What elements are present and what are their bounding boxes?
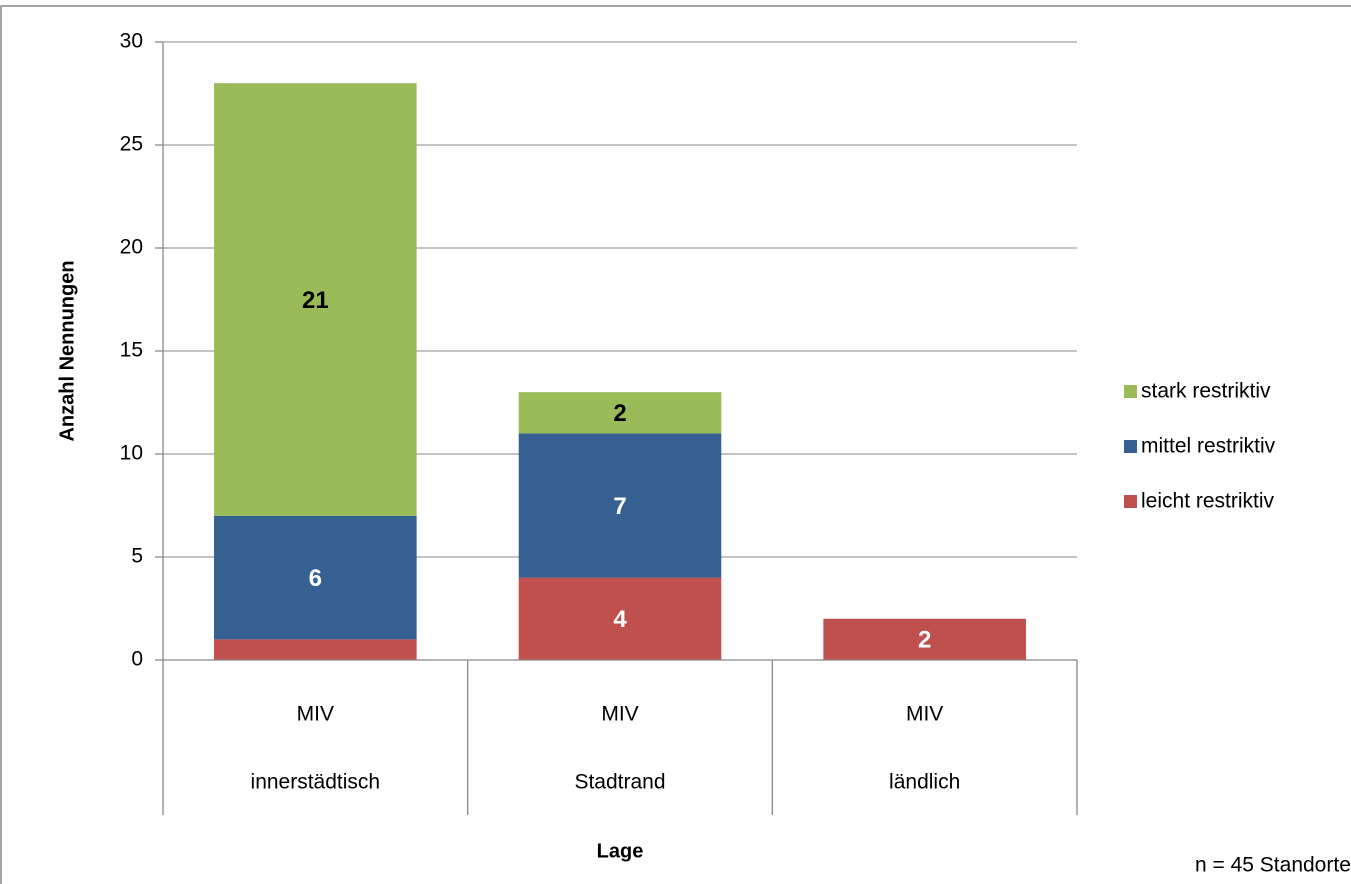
bar-segment — [518, 433, 722, 578]
data-label: 2 — [613, 400, 626, 427]
note: n = 45 Standorte — [1195, 854, 1351, 877]
y-tick-label: 25 — [120, 133, 143, 156]
legend-swatch — [1124, 440, 1137, 453]
bar-segment — [518, 577, 722, 660]
x-tick-label: MIV — [906, 703, 943, 726]
legend-label: leicht restriktiv — [1141, 490, 1275, 513]
data-label: 2 — [918, 627, 931, 654]
y-tick-label: 5 — [131, 545, 143, 568]
legend-label: stark restriktiv — [1141, 380, 1271, 403]
y-tick-label: 30 — [120, 30, 143, 53]
x-tick-label: MIV — [297, 703, 334, 726]
x-tick-label: MIV — [601, 703, 638, 726]
data-label: 21 — [302, 287, 329, 314]
x-group-label: Stadtrand — [574, 771, 665, 794]
data-label: 6 — [309, 565, 322, 592]
x-group-label: ländlich — [889, 771, 960, 794]
legend-swatch — [1124, 385, 1137, 398]
data-label: 4 — [613, 606, 627, 633]
bar-segment — [214, 515, 417, 640]
bar-segment — [823, 618, 1026, 660]
x-axis-title: Lage — [597, 840, 644, 862]
legend-label: mittel restriktiv — [1141, 435, 1276, 458]
x-group-label: innerstädtisch — [251, 771, 381, 794]
bar-segment — [518, 392, 722, 434]
y-axis-title: Anzahl Nennungen — [56, 260, 78, 441]
bar-segment — [214, 639, 417, 660]
bar-segment — [214, 83, 417, 516]
legend-swatch — [1124, 495, 1137, 508]
y-tick-label: 15 — [120, 339, 143, 362]
y-tick-label: 10 — [120, 442, 143, 465]
data-label: 7 — [613, 493, 626, 520]
y-tick-label: 0 — [131, 648, 143, 671]
y-tick-label: 20 — [120, 236, 143, 259]
